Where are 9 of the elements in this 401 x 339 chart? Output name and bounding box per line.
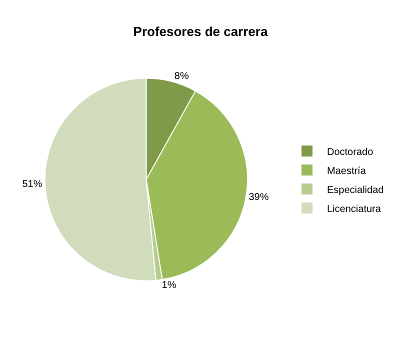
legend-label: Doctorado [327,146,374,158]
data-label: 51% [22,178,42,190]
legend-label: Licenciatura [327,204,382,215]
chart-title: Profesores de carrera [133,24,268,40]
data-label: 1% [162,280,176,291]
legend-label: Maestría [327,166,366,177]
data-label: 39% [248,192,269,203]
legend-label: Especialidad [327,184,384,196]
data-label: 8% [174,70,189,82]
